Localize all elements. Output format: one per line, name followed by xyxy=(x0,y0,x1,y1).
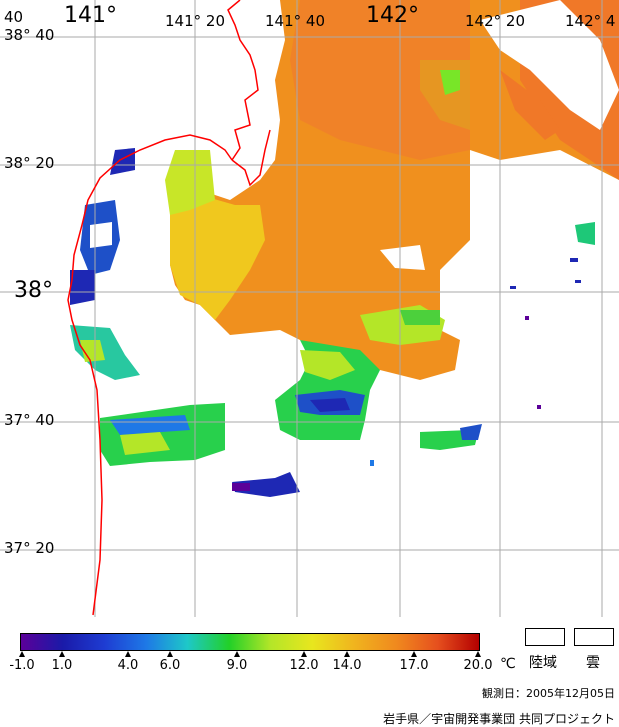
colorbar-tick-label: 9.0 xyxy=(226,658,248,673)
longitude-label-142-40: 142° 4 xyxy=(565,12,616,30)
colorbar-tick-label: 4.0 xyxy=(117,658,139,673)
cloud-legend-label: 雲 xyxy=(586,655,600,671)
colorbar-tick-label: 17.0 xyxy=(399,658,429,673)
colorbar-tick-mark xyxy=(411,651,417,657)
latitude-label-38-40: 38° 40 xyxy=(4,26,55,44)
colorbar-tick-mark xyxy=(344,651,350,657)
colorbar-tick-mark xyxy=(234,651,240,657)
latitude-label-37-40: 37° 40 xyxy=(4,411,55,429)
colorbar-tick-label: -1.0 xyxy=(9,658,35,673)
longitude-label-142: 142° xyxy=(366,3,419,28)
colorbar-tick-label: 14.0 xyxy=(332,658,362,673)
colorbar-tick-mark xyxy=(19,651,25,657)
longitude-label-141: 141° xyxy=(64,3,117,28)
cloud-legend-swatch xyxy=(574,628,614,646)
colorbar-tick-mark xyxy=(167,651,173,657)
colorbar-tick-label: 1.0 xyxy=(51,658,73,673)
coastline xyxy=(67,0,271,616)
temperature-colorbar xyxy=(20,633,480,651)
sst-warm-region-north xyxy=(165,0,619,380)
colorbar-tick-mark xyxy=(125,651,131,657)
colorbar-tick-label: 12.0 xyxy=(289,658,319,673)
sea-surface-temperature-map xyxy=(0,0,619,617)
longitude-label-141-20: 141° 20 xyxy=(165,12,225,30)
land-legend-swatch xyxy=(525,628,565,646)
sst-coastal-plumes xyxy=(70,148,595,497)
longitude-label-141-40: 141° 40 xyxy=(265,12,325,30)
graticule xyxy=(0,0,619,617)
latitude-label-38: 38° xyxy=(14,278,53,303)
colorbar-tick-mark xyxy=(301,651,307,657)
temperature-unit: ℃ xyxy=(500,656,516,672)
map-edge-label: 40 xyxy=(4,8,24,26)
sst-cold-region-center xyxy=(275,340,380,440)
longitude-label-142-20: 142° 20 xyxy=(465,12,525,30)
observation-date: 観測日：2005年12月05日 xyxy=(482,687,615,700)
latitude-label-38-20: 38° 20 xyxy=(4,154,55,172)
latitude-label-37-20: 37° 20 xyxy=(4,539,55,557)
colorbar-tick-mark xyxy=(475,651,481,657)
credit-line: 岩手県／宇宙開発事業団 共同プロジェクト xyxy=(383,712,615,726)
colorbar-tick-label: 6.0 xyxy=(159,658,181,673)
land-legend-label: 陸域 xyxy=(529,655,557,671)
colorbar-tick-mark xyxy=(59,651,65,657)
colorbar-tick-label: 20.0 xyxy=(463,658,493,673)
